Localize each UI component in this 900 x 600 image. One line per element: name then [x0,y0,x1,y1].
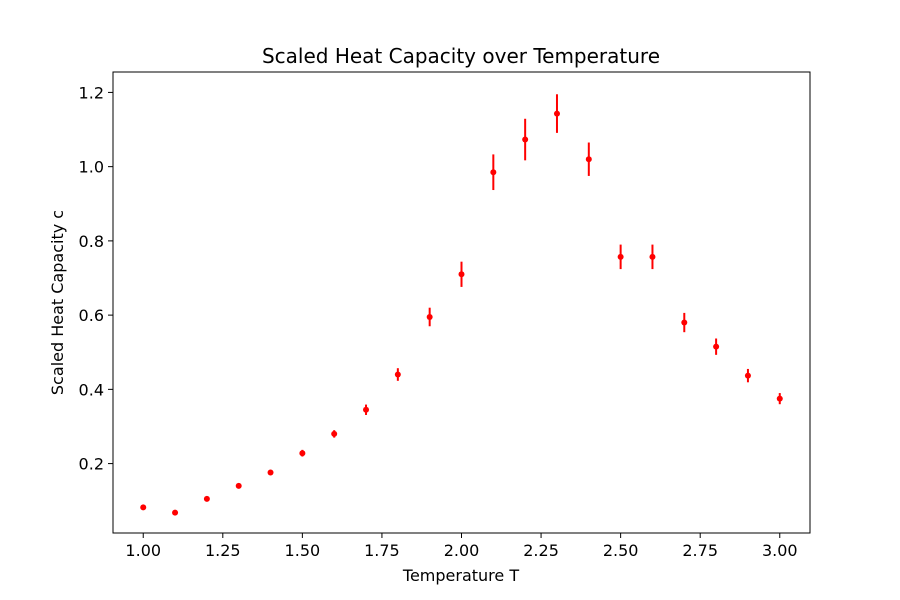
y-tick-label: 1.0 [79,158,104,177]
x-tick-label: 3.00 [762,541,798,560]
x-axis-label: Temperature T [402,566,519,585]
data-point [363,406,370,413]
data-point [172,509,179,516]
data-point [776,395,783,402]
data-point [235,482,242,489]
x-tick-label: 2.00 [444,541,480,560]
x-tick-label: 2.25 [523,541,559,560]
x-tick-label: 2.50 [603,541,639,560]
data-point [203,495,210,502]
data-point [394,371,401,378]
data-point [744,372,751,379]
data-point [426,313,433,320]
y-tick-label: 1.2 [79,83,104,102]
y-tick-label: 0.8 [79,232,104,251]
data-point [140,504,147,511]
data-point [458,271,465,278]
plot-frame [112,71,811,534]
y-tick-label: 0.2 [79,455,104,474]
data-point [649,253,656,260]
data-point [490,169,497,176]
data-point [522,136,529,143]
x-tick-label: 1.00 [125,541,161,560]
y-axis: 0.2 0.4 0.6 0.8 1.0 1.2 [79,83,113,474]
plot-area [140,94,783,516]
data-point [585,156,592,163]
chart-title: Scaled Heat Capacity over Temperature [262,44,660,68]
x-tick-label: 2.75 [682,541,718,560]
data-point [681,319,688,326]
data-point [553,110,560,117]
y-axis-label: Scaled Heat Capacity c [48,210,67,395]
x-tick-label: 1.75 [364,541,400,560]
y-tick-label: 0.4 [79,380,104,399]
data-point [267,469,274,476]
x-axis: 1.00 1.25 1.50 1.75 2.00 2.25 2.50 2.75 3.00 [125,533,798,560]
y-tick-label: 0.6 [79,306,104,325]
x-tick-label: 1.25 [205,541,241,560]
data-point [617,253,624,260]
data-point [331,430,338,437]
x-tick-label: 1.50 [285,541,321,560]
data-point [299,450,306,457]
data-point [713,343,720,350]
